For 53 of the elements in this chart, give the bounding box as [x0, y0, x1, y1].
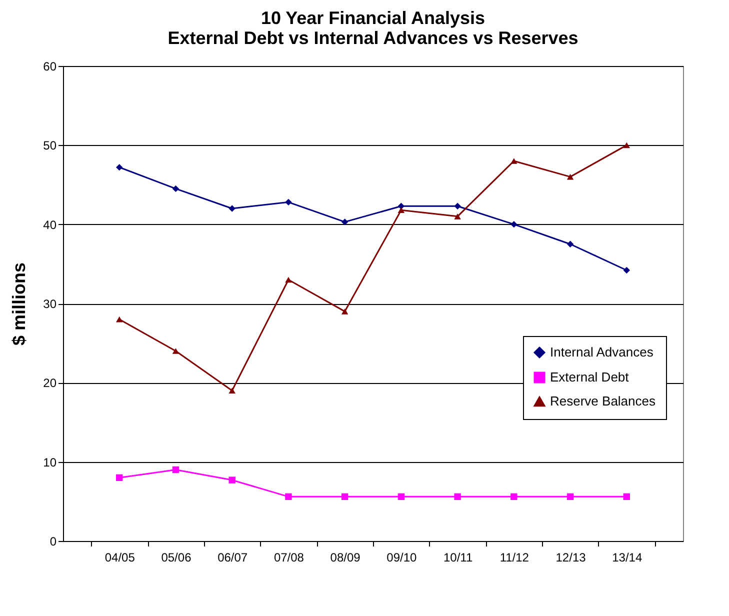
point	[398, 207, 405, 213]
point	[116, 164, 123, 171]
point	[510, 493, 518, 500]
y-axis-title: $ millions	[9, 262, 30, 346]
point	[398, 202, 405, 210]
x-tick-label: 05/06	[161, 550, 192, 564]
x-tick-label: 10/11	[443, 550, 473, 564]
x-tick-label: 13/14	[612, 550, 642, 564]
x-tick-label: 06/07	[218, 550, 248, 564]
point	[228, 205, 236, 212]
point	[341, 218, 348, 226]
point	[285, 198, 292, 206]
point	[172, 185, 180, 192]
y-tick-label: 20	[43, 376, 57, 390]
point	[228, 388, 236, 394]
point	[623, 142, 630, 148]
x-tick-label: 11/12	[500, 550, 530, 564]
point	[285, 493, 292, 500]
point	[566, 174, 574, 180]
point	[398, 493, 405, 500]
point	[566, 240, 574, 248]
point	[510, 158, 518, 164]
x-tick-label: 12/13	[556, 550, 586, 564]
y-tick-label: 40	[43, 218, 57, 232]
legend-label: Internal Advances	[550, 344, 654, 360]
point	[623, 493, 630, 500]
point	[341, 308, 348, 314]
point	[172, 466, 180, 474]
y-tick-label: 10	[43, 455, 57, 470]
y-tick-label: 50	[43, 138, 57, 153]
y-tick-label: 60	[43, 60, 57, 74]
legend-label: External Debt	[550, 370, 630, 384]
point	[116, 316, 123, 322]
y-tick-label: 0	[50, 534, 57, 548]
point	[116, 474, 123, 482]
x-tick-label: 04/05	[104, 550, 136, 564]
point	[341, 493, 348, 500]
point	[285, 276, 292, 283]
point	[454, 214, 461, 220]
text: External Debt vs Internal Advances vs Reserves	[168, 28, 578, 48]
legend-label: Reserve Balances	[550, 394, 656, 408]
point	[454, 202, 461, 210]
point	[454, 493, 461, 500]
x-tick-label: 07/08	[274, 550, 304, 564]
point	[228, 476, 236, 484]
x-tick-label: 08/09	[330, 550, 361, 564]
point	[172, 348, 180, 354]
y-tick-label: 30	[43, 297, 57, 311]
x-tick-label: 09/10	[386, 550, 418, 564]
point	[566, 493, 574, 500]
point	[623, 266, 630, 274]
text: 10 Year Financial Analysis	[260, 8, 486, 28]
point	[510, 220, 518, 228]
